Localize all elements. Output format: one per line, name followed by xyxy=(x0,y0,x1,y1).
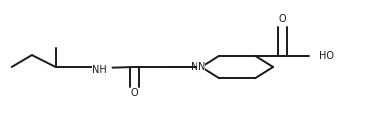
Text: O: O xyxy=(131,88,138,98)
Text: NH: NH xyxy=(92,65,107,75)
Text: N: N xyxy=(198,62,205,72)
Text: O: O xyxy=(279,14,286,24)
Text: N: N xyxy=(191,62,199,72)
Text: NH: NH xyxy=(92,65,107,75)
Text: HO: HO xyxy=(319,51,334,61)
